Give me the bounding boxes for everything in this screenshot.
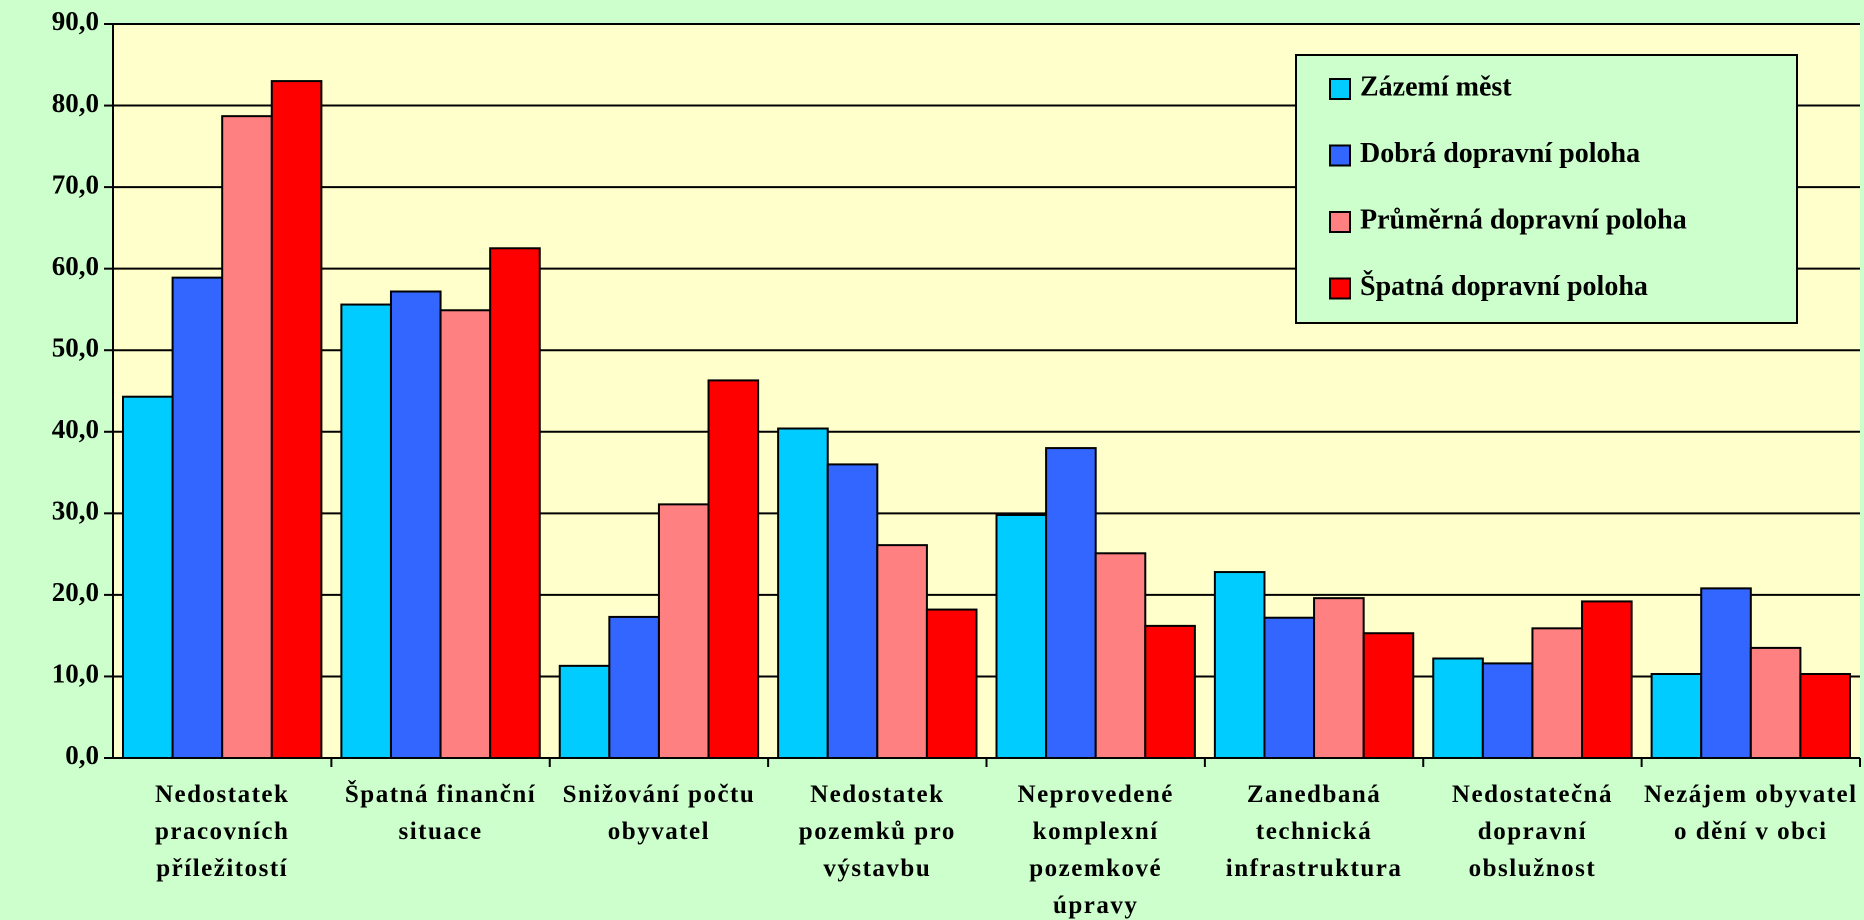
x-tick-label: Nedostatek pracovních příležitostí [154,781,290,882]
y-tick-label: 50,0 [52,332,99,362]
y-tick-label: 30,0 [52,496,99,526]
bar [1432,657,1484,759]
bar [876,544,928,760]
y-tick-label: 40,0 [52,414,99,444]
bar [1362,632,1415,759]
x-tick-label: Špatná finanční situace [344,781,537,845]
bar [1581,600,1633,759]
y-tick-label: 60,0 [52,251,99,281]
legend-label: Průměrná dopravní poloha [1360,204,1687,235]
legend-label: Zázemí měst [1360,71,1512,102]
y-tick-label: 20,0 [52,577,99,607]
bar [1749,646,1802,760]
bar [1094,552,1147,759]
bar [608,615,660,759]
bar [340,303,392,759]
bar [1531,627,1584,759]
y-tick-label: 90,0 [52,6,99,36]
bar [489,247,541,759]
x-tick-label: Zanedbaná technická infrastruktura [1225,781,1403,882]
y-tick-label: 10,0 [52,659,99,689]
x-tick-label: Nedostatek pozemků pro výstavbu [798,781,956,882]
bar [1045,447,1097,759]
bar [1263,616,1316,759]
bar [270,80,323,760]
bar [1144,624,1196,759]
bar [657,503,710,759]
bar [995,513,1048,759]
bar [1313,597,1365,760]
y-tick-label: 80,0 [52,88,99,118]
x-tick-label: Nezájem obyvatel o dění v obci [1644,781,1858,845]
bar [221,115,273,759]
legend-swatch [1329,78,1351,100]
legend-label: Špatná dopravní poloha [1360,271,1648,302]
legend-box [1295,54,1798,324]
bar [439,309,492,759]
x-tick-label: Snižování počtu obyvatel [562,781,756,845]
bar [122,395,174,759]
x-tick-label: Neprovedené komplexní pozemkové úpravy [1017,781,1174,919]
y-tick-label: 70,0 [52,169,99,199]
bar [777,427,829,759]
y-tick-label: 0,0 [65,740,99,770]
legend-swatch [1329,144,1351,167]
bar [558,664,611,759]
legend-swatch [1329,211,1351,233]
legend-label: Dobrá dopravní poloha [1360,138,1640,169]
bar [1213,571,1266,760]
bar [707,379,760,759]
bar [171,276,224,759]
bar [826,463,879,759]
bar [1481,662,1534,760]
bar [1799,672,1851,760]
bar [389,290,442,759]
bar [925,608,978,760]
bar [1650,672,1703,760]
legend-swatch [1329,277,1351,300]
x-tick-label: Nedostatečná dopravní obslužnost [1451,781,1613,882]
bar [1700,587,1752,759]
